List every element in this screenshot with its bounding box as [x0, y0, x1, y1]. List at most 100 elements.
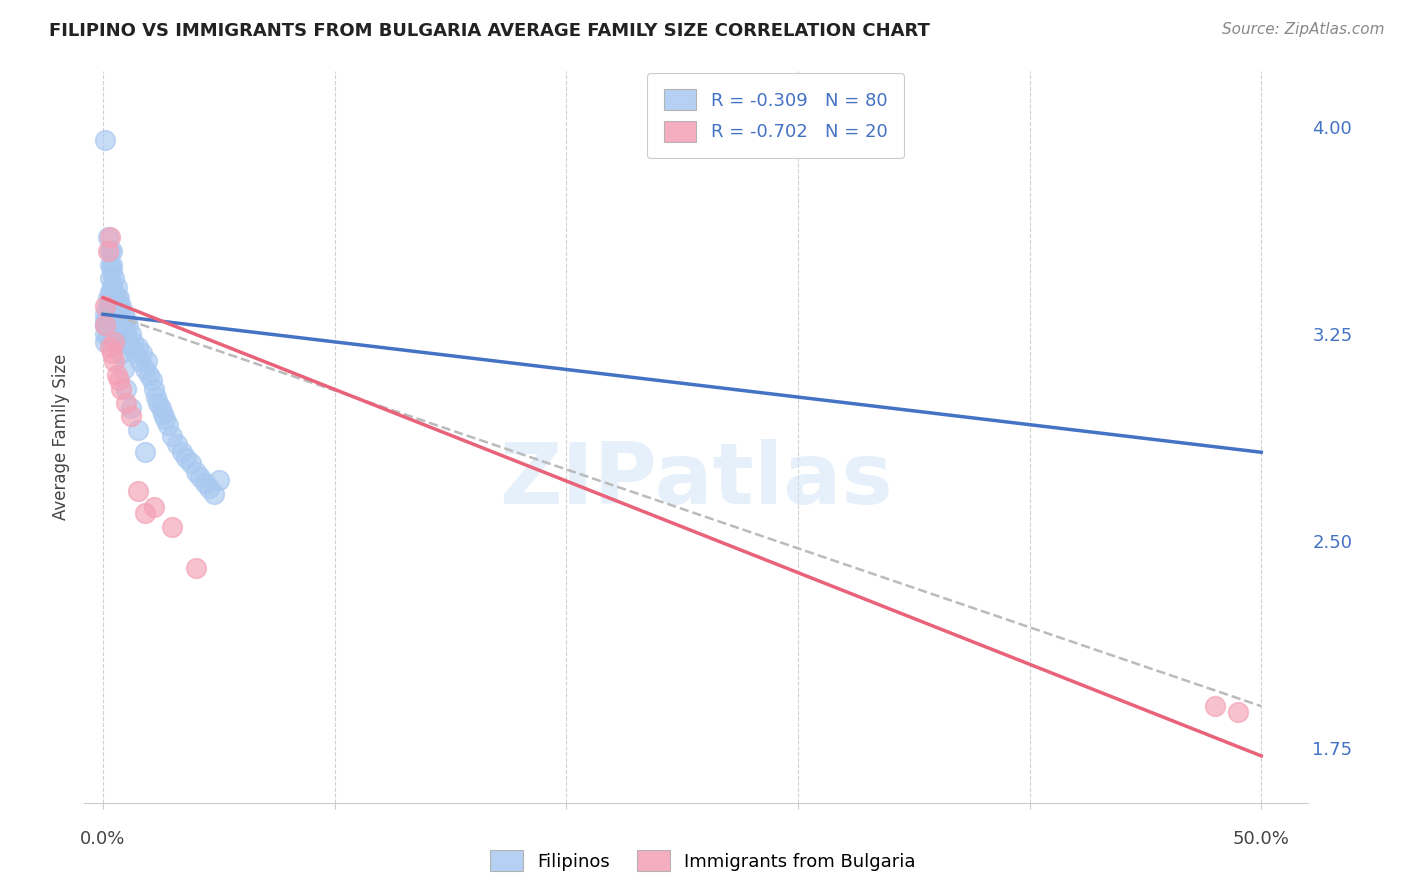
Point [127, 483, 149, 498]
Point [103, 271, 125, 285]
Point [98, 258, 121, 272]
Text: ZIPatlas: ZIPatlas [499, 440, 893, 523]
Point [96, 299, 118, 313]
Point [188, 470, 211, 484]
Point [108, 334, 131, 349]
Point [98, 244, 121, 258]
Point [98, 271, 121, 285]
Point [105, 279, 128, 293]
Point [142, 500, 165, 515]
Point [127, 340, 149, 354]
Point [138, 368, 160, 382]
Point [98, 340, 121, 354]
Text: Source: ZipAtlas.com: Source: ZipAtlas.com [1222, 22, 1385, 37]
Point [202, 486, 225, 500]
Point [105, 299, 128, 313]
Point [135, 354, 157, 368]
Point [198, 481, 221, 495]
Point [184, 465, 207, 479]
Y-axis label: Average Family Size: Average Family Size [52, 354, 70, 520]
Point [94, 307, 117, 321]
Point [1227, 705, 1250, 719]
Point [96, 324, 118, 338]
Point [94, 299, 117, 313]
Text: 0.0%: 0.0% [80, 830, 125, 848]
Point [108, 374, 131, 388]
Point [141, 374, 163, 388]
Point [124, 346, 146, 360]
Point [152, 407, 174, 421]
Point [134, 445, 156, 459]
Point [184, 561, 207, 575]
Point [101, 263, 124, 277]
Point [162, 520, 184, 534]
Point [103, 299, 125, 313]
Point [166, 437, 188, 451]
Point [142, 382, 165, 396]
Point [148, 395, 170, 409]
Point [94, 334, 117, 349]
Point [194, 475, 217, 490]
Legend: Filipinos, Immigrants from Bulgaria: Filipinos, Immigrants from Bulgaria [484, 843, 922, 879]
Legend: R = -0.309   N = 80, R = -0.702   N = 20: R = -0.309 N = 80, R = -0.702 N = 20 [647, 73, 904, 158]
Point [112, 307, 135, 321]
Point [105, 291, 128, 305]
Point [96, 244, 118, 258]
Point [94, 326, 117, 341]
Point [96, 291, 118, 305]
Text: FILIPINO VS IMMIGRANTS FROM BULGARIA AVERAGE FAMILY SIZE CORRELATION CHART: FILIPINO VS IMMIGRANTS FROM BULGARIA AVE… [49, 22, 931, 40]
Point [170, 445, 193, 459]
Point [108, 291, 131, 305]
Point [149, 401, 172, 416]
Point [162, 428, 184, 442]
Point [120, 340, 142, 354]
Point [115, 326, 138, 341]
Point [134, 506, 156, 520]
Point [174, 450, 197, 465]
Point [94, 318, 117, 333]
Point [120, 401, 142, 416]
Point [96, 312, 118, 326]
Point [115, 312, 138, 326]
Point [110, 346, 132, 360]
Point [117, 334, 139, 349]
Point [101, 346, 124, 360]
Point [101, 279, 124, 293]
Point [180, 456, 202, 470]
Point [208, 473, 231, 487]
Point [94, 133, 117, 147]
Point [103, 299, 125, 313]
Point [108, 312, 131, 326]
Point [120, 326, 142, 341]
Point [98, 312, 121, 326]
Text: 50.0%: 50.0% [1233, 830, 1289, 848]
Point [94, 318, 117, 333]
Point [112, 318, 135, 333]
Point [96, 329, 118, 343]
Point [127, 423, 149, 437]
Point [1204, 699, 1226, 714]
Point [110, 382, 132, 396]
Point [103, 312, 125, 326]
Point [98, 285, 121, 300]
Point [110, 312, 132, 326]
Point [155, 412, 177, 426]
Point [156, 417, 179, 432]
Point [110, 299, 132, 313]
Point [103, 334, 125, 349]
Point [131, 346, 153, 360]
Point [96, 318, 118, 333]
Point [112, 362, 135, 376]
Point [101, 258, 124, 272]
Point [103, 285, 125, 300]
Point [115, 382, 138, 396]
Point [129, 354, 152, 368]
Point [101, 291, 124, 305]
Point [105, 318, 128, 333]
Point [98, 299, 121, 313]
Point [103, 354, 125, 368]
Point [120, 409, 142, 424]
Point [94, 312, 117, 326]
Point [96, 230, 118, 244]
Point [134, 362, 156, 376]
